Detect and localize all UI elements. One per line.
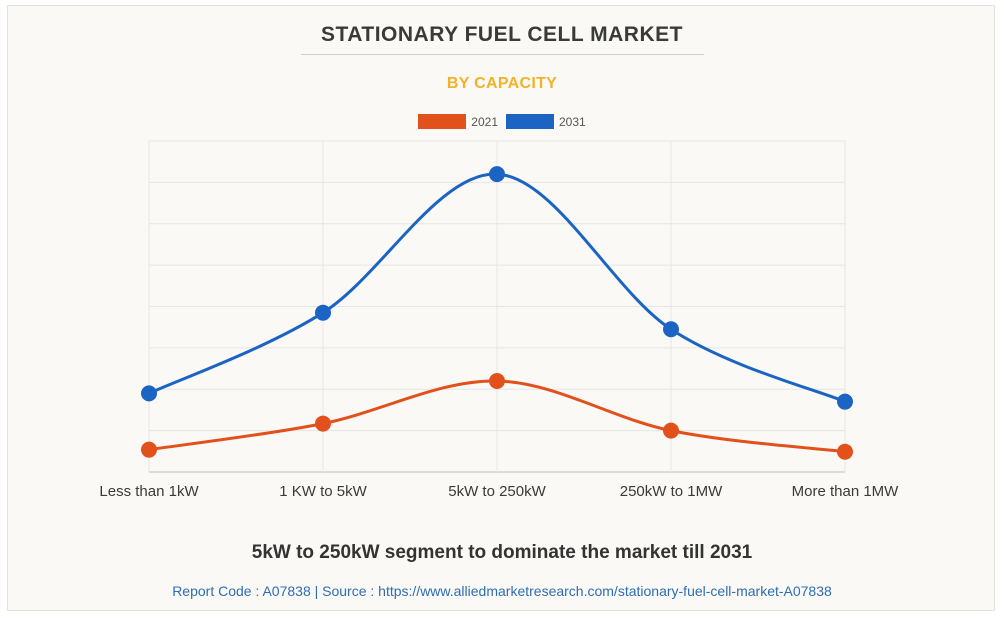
data-point-2021-3[interactable]	[663, 422, 679, 439]
chart-title: STATIONARY FUEL CELL MARKET	[321, 23, 683, 46]
data-point-2031-0[interactable]	[141, 385, 157, 402]
chart-caption: 5kW to 250kW segment to dominate the mar…	[251, 542, 753, 563]
data-point-2031-2[interactable]	[489, 166, 505, 183]
line-chart: Less than 1kW 1 KW to 5kW 5kW to 250kW 250k…	[99, 140, 899, 500]
x-tick-label: 1 KW to 5kW	[279, 483, 367, 500]
x-tick-label: 5kW to 250kW	[448, 483, 546, 500]
legend-swatch-2021	[418, 114, 467, 129]
legend-item-2021[interactable]: 2021	[418, 114, 498, 129]
data-point-2021-0[interactable]	[141, 441, 157, 458]
legend-label-2021: 2021	[471, 114, 498, 129]
data-point-2021-2[interactable]	[489, 372, 505, 389]
data-point-2031-3[interactable]	[663, 321, 679, 338]
title-divider	[301, 54, 704, 55]
x-tick-label: Less than 1kW	[99, 483, 199, 500]
data-points	[141, 166, 853, 460]
data-point-2031-4[interactable]	[837, 393, 853, 410]
data-point-2021-4[interactable]	[837, 443, 853, 460]
x-tick-label: 250kW to 1MW	[620, 483, 723, 500]
source-footer[interactable]: Report Code : A07838 | Source : https://…	[172, 583, 832, 599]
chart-subtitle: BY CAPACITY	[446, 75, 558, 92]
chart-legend: 2021 2031	[8, 114, 996, 129]
legend-item-2031[interactable]: 2031	[506, 114, 586, 129]
data-point-2021-1[interactable]	[315, 415, 331, 432]
grid-lines	[148, 140, 846, 473]
chart-card: STATIONARY FUEL CELL MARKET BY CAPACITY …	[7, 5, 995, 611]
legend-swatch-2031	[506, 114, 554, 129]
legend-label-2031: 2031	[559, 114, 586, 129]
x-axis-tick-labels: Less than 1kW 1 KW to 5kW 5kW to 250kW 250k…	[99, 483, 899, 500]
data-point-2031-1[interactable]	[315, 304, 331, 321]
x-tick-label: More than 1MW	[792, 483, 900, 500]
